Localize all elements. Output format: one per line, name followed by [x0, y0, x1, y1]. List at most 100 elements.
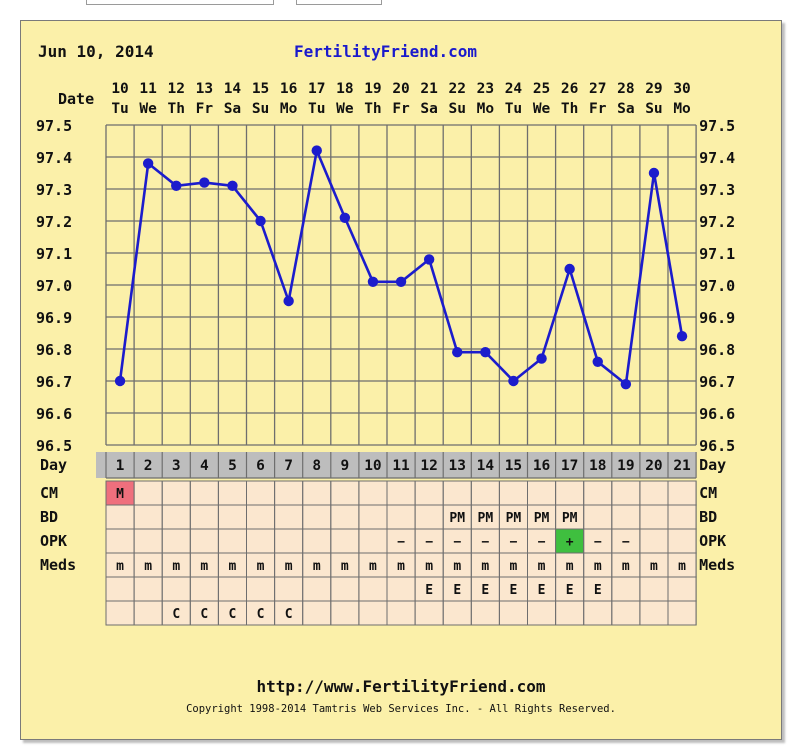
date-label: 27 [589, 81, 606, 97]
day-number: 15 [505, 458, 522, 474]
obs-cell-value: − [453, 535, 461, 550]
day-number: 17 [561, 458, 578, 474]
obs-cell-value: m [397, 559, 405, 574]
obs-cell-value: m [144, 559, 152, 574]
weekday-label: Th [168, 101, 185, 117]
temperature-point [480, 347, 491, 358]
day-number: 9 [340, 458, 349, 474]
date-label: 12 [168, 81, 185, 97]
obs-cell-value: E [481, 583, 489, 598]
obs-cell-value: E [538, 583, 546, 598]
obs-cell-value: − [397, 535, 405, 550]
date-label: 21 [420, 81, 438, 97]
day-number: 18 [589, 458, 606, 474]
obs-cell-value: − [425, 535, 433, 550]
row-label-right: CM [699, 484, 717, 502]
date-label: 30 [673, 81, 690, 97]
weekday-label: Sa [224, 101, 241, 117]
obs-cell [667, 600, 697, 626]
weekday-label: Th [561, 101, 578, 117]
obs-cell-value: E [594, 583, 602, 598]
x-axis-label: Date [58, 90, 94, 108]
weekday-label: Mo [477, 101, 495, 117]
day-number: 16 [533, 458, 550, 474]
row-label-left: BD [40, 508, 58, 526]
date-label: 20 [392, 81, 409, 97]
y-tick-label-right: 96.7 [699, 373, 735, 391]
weekday-label: Sa [617, 101, 634, 117]
y-tick-label-right: 97.2 [699, 213, 735, 231]
obs-cell-value: m [172, 559, 180, 574]
date-label: 13 [196, 81, 213, 97]
obs-cell-value: C [200, 607, 208, 622]
chart-date: Jun 10, 2014 [38, 42, 154, 61]
obs-cell-value: m [369, 559, 377, 574]
top-tab-stub-left [86, 0, 274, 5]
weekday-label: Fr [392, 101, 410, 117]
row-label-left: OPK [40, 532, 67, 550]
y-tick-label-left: 96.5 [36, 437, 72, 455]
temperature-point [508, 375, 519, 387]
obs-cell-value: E [566, 583, 574, 598]
row-label-left: CM [40, 484, 58, 502]
y-tick-label-right: 96.9 [699, 309, 735, 327]
weekday-label: Sa [420, 101, 437, 117]
y-tick-label-right: 97.1 [699, 245, 735, 263]
day-number: 5 [228, 458, 237, 474]
obs-cell-value: − [538, 535, 546, 550]
weekday-label: Su [645, 101, 662, 117]
obs-cell-value: PM [449, 511, 465, 526]
weekday-label: Fr [196, 101, 214, 117]
top-tab-stub-right [296, 0, 382, 5]
obs-cell-value: C [172, 607, 180, 622]
temperature-point [199, 177, 210, 188]
weekday-label: We [336, 101, 354, 117]
obs-row-band [105, 504, 697, 530]
date-label: 26 [561, 81, 578, 97]
date-label: 25 [533, 81, 550, 97]
row-label-left: Meds [40, 556, 76, 574]
day-number: 8 [312, 458, 321, 474]
obs-cell-value: PM [506, 511, 522, 526]
day-number: 11 [392, 458, 410, 474]
obs-row-band [105, 480, 697, 506]
obs-cell-value: m [200, 559, 208, 574]
temperature-point [676, 331, 688, 342]
obs-cell-value: m [566, 559, 574, 574]
y-tick-label-left: 96.6 [36, 405, 72, 423]
obs-cell-value: C [229, 607, 237, 622]
obs-cell-value: C [285, 607, 293, 622]
row-label-right: BD [699, 508, 717, 526]
y-tick-label-right: 97.5 [699, 117, 735, 135]
date-label: 23 [477, 81, 494, 97]
obs-cell-value: m [425, 559, 433, 574]
footer-url-link[interactable]: http://www.FertilityFriend.com [256, 677, 546, 696]
obs-cell-value: PM [562, 511, 578, 526]
temperature-point [171, 180, 182, 191]
day-number: 19 [617, 458, 634, 474]
obs-cell-value: E [453, 583, 461, 598]
y-tick-label-right: 96.8 [699, 341, 735, 359]
temperature-point [339, 212, 351, 223]
obs-cell-value: − [622, 535, 630, 550]
date-label: 15 [252, 81, 269, 97]
obs-cell-value: PM [478, 511, 494, 526]
temperature-point [452, 347, 463, 358]
day-number: 3 [172, 458, 181, 474]
obs-cell-value: m [481, 559, 489, 574]
obs-row-band [105, 600, 697, 626]
obs-cell-value: m [510, 559, 518, 574]
obs-cell-value: m [594, 559, 602, 574]
obs-cell-value: m [229, 559, 237, 574]
y-tick-label-left: 97.5 [36, 117, 72, 135]
temperature-point [423, 254, 435, 265]
weekday-label: We [139, 101, 157, 117]
y-tick-label-left: 97.1 [36, 245, 72, 263]
obs-cell-value: m [538, 559, 546, 574]
site-title-link[interactable]: FertilityFriend.com [294, 42, 478, 61]
day-number: 10 [364, 458, 381, 474]
weekday-label: Tu [111, 101, 128, 117]
weekday-label: Mo [280, 101, 298, 117]
day-label-left: Day [40, 456, 67, 474]
